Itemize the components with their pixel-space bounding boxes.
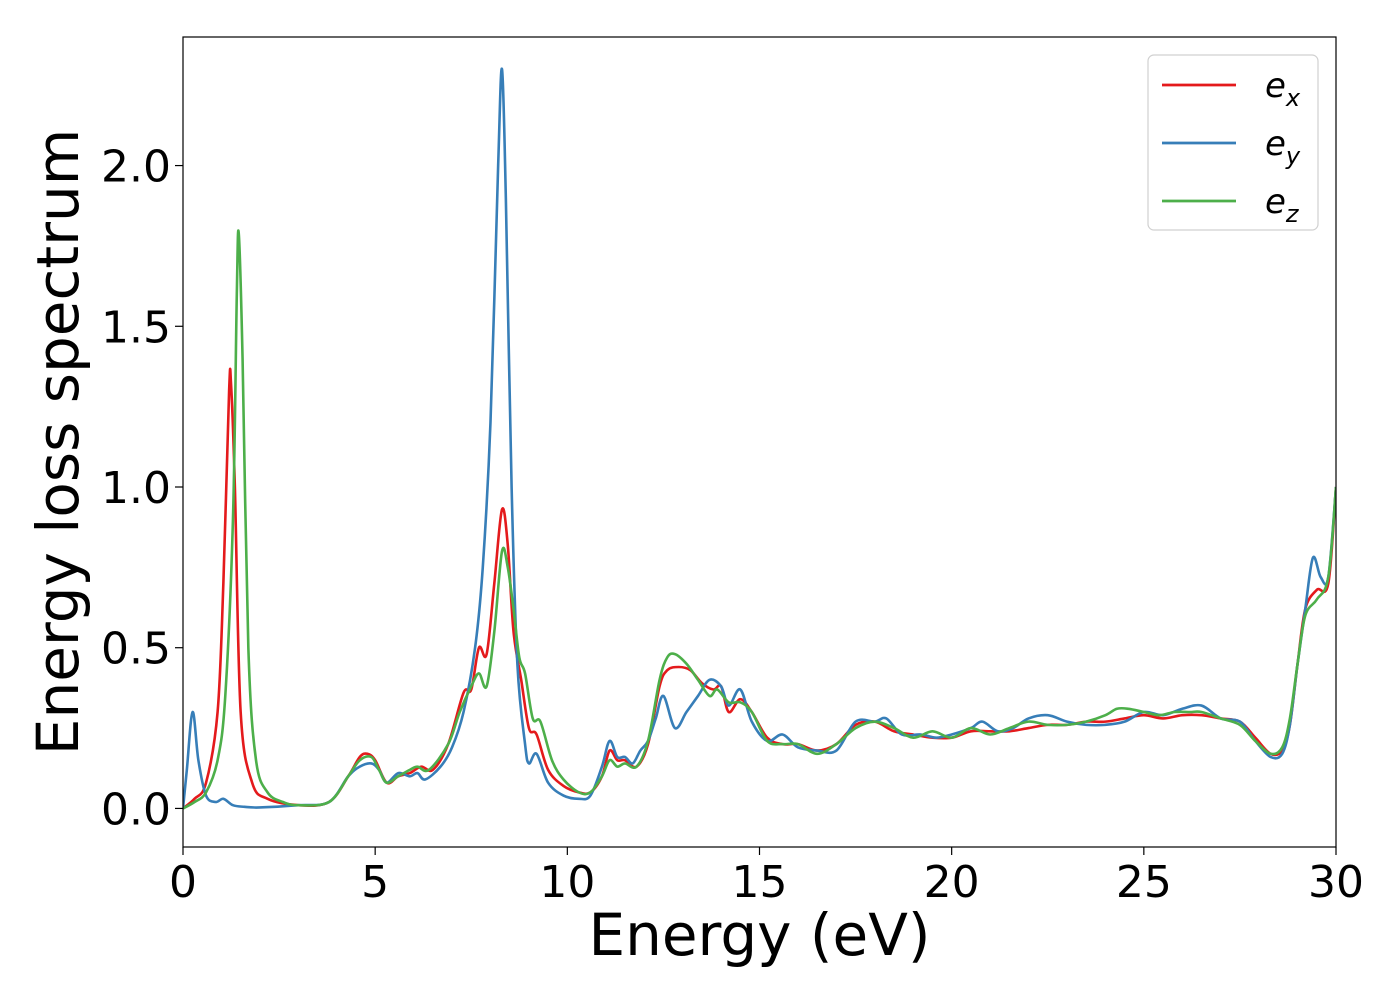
x-tick-label: 10 [539,857,595,908]
y-tick-label: 2.0 [101,142,171,193]
y-tick-label: 0.5 [101,624,171,675]
x-tick-label: 30 [1308,857,1364,908]
y-tick-label: 0.0 [101,784,171,835]
x-tick-label: 5 [361,857,389,908]
legend: ex ey ez [1147,54,1319,231]
x-tick-label: 20 [924,857,980,908]
y-tick-label: 1.0 [101,463,171,514]
x-tick-label: 25 [1116,857,1172,908]
y-axis-ticks: 0.0 0.5 1.0 1.5 2.0 [101,142,183,835]
x-axis-ticks: 0 5 10 15 20 25 30 [169,847,1364,908]
x-axis-label: Energy (eV) [588,901,930,969]
y-axis-label: Energy loss spectrum [24,129,92,755]
legend-label-x: ex [1265,66,1301,112]
series-line-z [183,229,1336,810]
x-tick-label: 15 [732,857,788,908]
y-tick-label: 1.5 [101,302,171,353]
x-tick-label: 0 [169,857,197,908]
legend-label-z: ez [1265,182,1300,228]
plot-area [183,67,1336,810]
legend-label-y: ey [1265,124,1301,170]
axes-frame [182,36,1337,848]
